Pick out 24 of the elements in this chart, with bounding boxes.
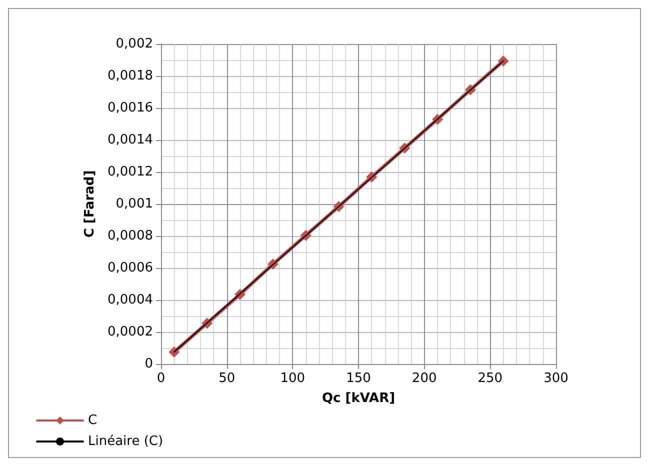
legend-label: C xyxy=(88,413,98,428)
y-tick-label: 0,0016 xyxy=(108,100,153,116)
x-tick-label: 150 xyxy=(346,371,371,386)
y-tick-label: 0,0006 xyxy=(108,260,153,276)
y-tick-label: 0,0012 xyxy=(108,164,153,180)
x-tick-label: 100 xyxy=(280,371,306,386)
y-tick-label: 0,0004 xyxy=(108,292,153,308)
y-tick-label: 0 xyxy=(144,356,153,372)
x-axis-title: Qc [kVAR] xyxy=(322,391,396,406)
y-tick-label: 0,0018 xyxy=(108,68,153,84)
point xyxy=(498,55,509,66)
y-axis-title: C [Farad] xyxy=(82,170,98,238)
y-tick-label: 0,002 xyxy=(116,36,153,52)
y-tick-label: 0,0002 xyxy=(108,324,153,340)
legend-label: Linéaire (C) xyxy=(88,434,164,449)
x-tick-label: 300 xyxy=(544,371,568,386)
point xyxy=(168,346,180,358)
y-tick-label: 0,0014 xyxy=(108,132,153,148)
x-tick-label: 0 xyxy=(156,371,166,386)
x-tick-label: 250 xyxy=(478,371,503,386)
x-tick-label: 200 xyxy=(412,371,437,386)
y-tick-label: 0,0008 xyxy=(108,228,153,244)
x-tick-label: 50 xyxy=(218,371,236,386)
y-tick-label: 0,001 xyxy=(116,196,153,212)
